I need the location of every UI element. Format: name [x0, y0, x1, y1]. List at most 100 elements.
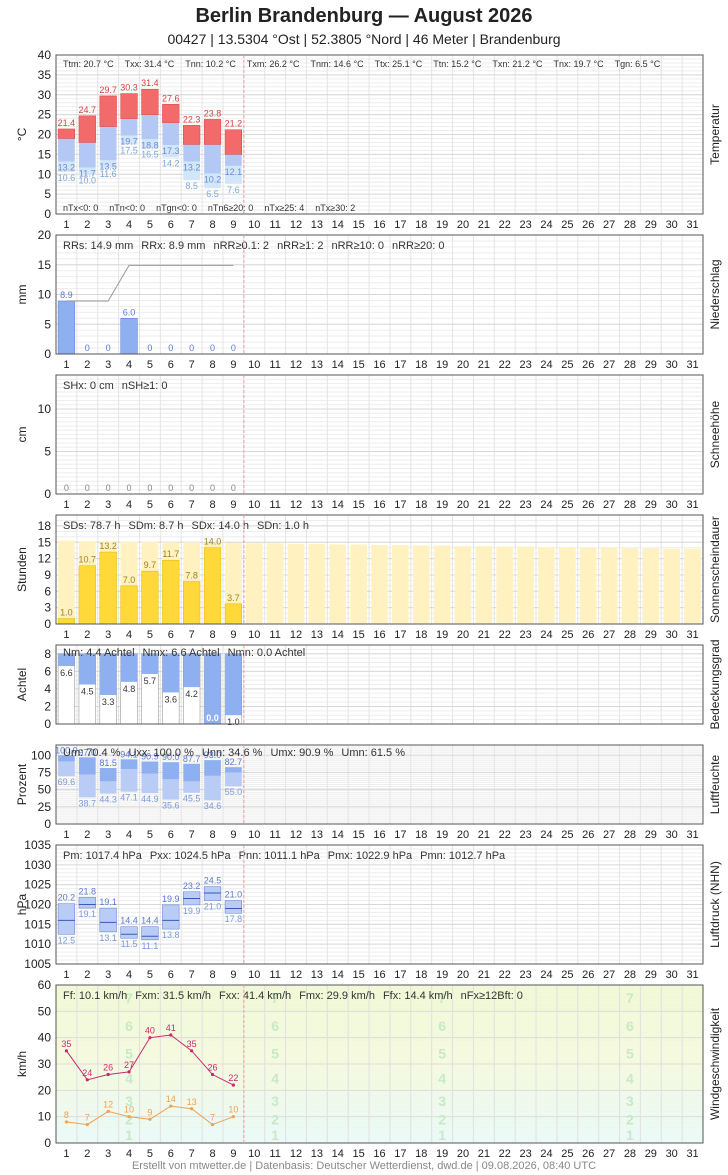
temp-min-label: 10.2 — [204, 174, 222, 184]
y-tick-label: 20 — [38, 228, 52, 242]
y-tick-label: 1015 — [24, 917, 51, 931]
day-label: 19 — [436, 219, 448, 231]
humidity-upper-bar — [162, 762, 180, 780]
temp-count-stat: nTn<0: 0 — [109, 203, 145, 213]
day-label: 16 — [373, 359, 385, 371]
temp-max-label: 31.4 — [141, 78, 159, 88]
humidity-stat: Um: 70.4 % — [63, 747, 121, 759]
humidity-max-label: 90.0 — [162, 752, 180, 762]
day-label: 18 — [415, 359, 427, 371]
day-label: 31 — [686, 829, 698, 841]
sun-possible-bar — [621, 548, 639, 624]
day-label: 24 — [540, 219, 552, 231]
beaufort-label: 1 — [438, 1127, 446, 1143]
day-label: 23 — [519, 499, 531, 511]
day-label: 5 — [147, 969, 153, 981]
day-label: 18 — [415, 1148, 427, 1160]
y-axis-label: Achtel — [15, 668, 29, 701]
sun-label: 1.0 — [60, 608, 73, 618]
temp-high-bar — [120, 93, 138, 119]
humidity-max-label: 87.7 — [183, 754, 201, 764]
day-label: 3 — [105, 359, 111, 371]
humidity-min-label: 35.6 — [162, 801, 180, 811]
day-label: 18 — [415, 969, 427, 981]
day-label: 29 — [645, 499, 657, 511]
y-tick-label: 6 — [44, 664, 51, 678]
wind-avg-point — [85, 1122, 89, 1127]
day-label: 10 — [248, 219, 260, 231]
temp-stat: Tnm: 14.6 °C — [311, 59, 365, 69]
pressure-min-label: 21.0 — [204, 902, 222, 912]
precip-stat: RRx: 8.9 mm — [141, 240, 205, 252]
y-tick-label: 6 — [44, 584, 51, 598]
wind-max-point — [127, 1070, 131, 1074]
day-label: 14 — [332, 629, 344, 641]
sun-possible-bar — [412, 545, 430, 624]
day-label: 12 — [290, 359, 302, 371]
temp-mid-bar — [204, 144, 221, 174]
sun-label: 13.2 — [99, 541, 117, 551]
day-label: 26 — [582, 629, 594, 641]
beaufort-band — [56, 1040, 703, 1067]
sun-possible-bar — [579, 547, 597, 624]
wind-avg-label: 7 — [210, 1113, 215, 1123]
wind-max-point — [64, 1049, 69, 1053]
y-tick-label: 35 — [38, 68, 52, 82]
y-tick-label: 30 — [38, 1057, 52, 1071]
day-label: 20 — [457, 499, 469, 511]
humidity-stat: Umn: 61.5 % — [341, 747, 405, 759]
wind-avg-point — [127, 1115, 131, 1119]
wind-max-point — [190, 1049, 194, 1053]
humidity-lower-bar — [162, 779, 180, 800]
pressure-min-label: 13.1 — [99, 933, 117, 943]
beaufort-label: 6 — [271, 1018, 279, 1034]
sun-stat: SDx: 14.0 h — [192, 520, 249, 532]
y-tick-label: 20 — [38, 1083, 52, 1097]
sun-possible-bar — [684, 548, 701, 624]
temp-low-bar — [183, 161, 201, 181]
sun-possible-bar — [433, 545, 451, 624]
day-label: 2 — [84, 629, 90, 641]
humidity-min-label: 45.5 — [183, 794, 201, 804]
y-tick-label: 12 — [38, 552, 52, 566]
day-label: 19 — [436, 829, 448, 841]
day-label: 24 — [540, 1148, 552, 1160]
station-info: 00427 | 13.5304 °Ost | 52.3805 °Nord | 4… — [167, 31, 561, 47]
day-label: 14 — [332, 829, 344, 841]
precip-bar — [120, 318, 138, 355]
day-label: 31 — [686, 1148, 698, 1160]
temp-ground-label: 17.5 — [120, 145, 138, 155]
y-tick-label: 40 — [38, 1031, 52, 1045]
day-label: 8 — [209, 1148, 215, 1160]
day-label: 25 — [561, 219, 573, 231]
day-label: 16 — [373, 1148, 385, 1160]
day-label: 25 — [561, 499, 573, 511]
day-label: 7 — [189, 219, 195, 231]
snow-label: 0 — [64, 483, 69, 493]
day-label: 21 — [478, 629, 490, 641]
pressure-min-label: 11.1 — [141, 941, 158, 951]
day-label: 6 — [168, 499, 174, 511]
wind-avg-label: 10 — [228, 1105, 238, 1115]
temp-min-label: 13.5 — [99, 161, 117, 171]
day-label: 3 — [105, 969, 111, 981]
y-tick-label: 1035 — [24, 838, 51, 852]
day-label: 21 — [478, 219, 490, 231]
sun-bar — [57, 618, 76, 625]
wind-max-point — [169, 1033, 173, 1037]
sun-possible-bar — [371, 544, 388, 624]
day-label: 11 — [269, 499, 280, 511]
day-label: 2 — [84, 219, 90, 231]
precip-bar — [57, 300, 76, 355]
day-label: 8 — [209, 629, 215, 641]
cloud-label: 1.0 — [227, 717, 240, 727]
temp-mid-bar — [183, 144, 201, 162]
precip-stat: nRR≥1: 2 — [277, 240, 323, 252]
sun-possible-bar — [496, 546, 514, 624]
cloud-label: 3.6 — [165, 694, 178, 704]
precip-stat: nRR≥0.1: 2 — [213, 240, 269, 252]
beaufort-label: 7 — [271, 990, 279, 1006]
beaufort-label: 2 — [438, 1111, 446, 1127]
humidity-min-label: 34.6 — [204, 801, 222, 811]
